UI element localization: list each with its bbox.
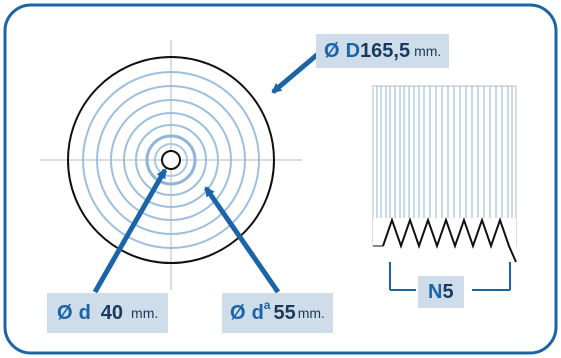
outer-diameter-label: Ø D 165,5 mm.: [316, 34, 450, 68]
hub-diameter-letter: d: [251, 301, 264, 324]
inner-diameter-unit: mm.: [131, 305, 159, 321]
pulley-front-view: [67, 56, 275, 264]
outer-diameter-arrow: [271, 52, 320, 94]
hub-ring: [145, 134, 197, 186]
hub-diameter-label: Ø d a 55 mm.: [222, 293, 333, 333]
frame-border: [3, 3, 558, 355]
grooves-label: N 5: [418, 276, 464, 308]
hub-diameter-unit: mm.: [297, 305, 325, 321]
outer-diameter-unit: mm.: [414, 43, 442, 59]
pulley-side-view: [372, 85, 517, 263]
grooves-count: 5: [442, 280, 454, 303]
hub-diameter-superscript: a: [263, 298, 271, 312]
inner-diameter-arrow: [92, 168, 168, 294]
diameter-symbol: Ø: [230, 301, 246, 324]
inner-diameter-letter: d: [78, 301, 91, 324]
outer-diameter-letter: D: [345, 39, 361, 62]
outer-diameter-value: 165,5: [360, 39, 411, 62]
inner-diameter-label: Ø d 40 mm.: [47, 293, 169, 333]
groove-profile: [382, 216, 517, 263]
hub-diameter-value: 55: [273, 301, 296, 324]
diameter-symbol: Ø: [324, 39, 340, 62]
hub-diameter-arrow: [203, 186, 281, 294]
grooves-bracket: [389, 262, 511, 291]
dimension-arrows: [92, 52, 320, 294]
bore-hole: [161, 150, 181, 170]
outer-rim: [67, 56, 275, 264]
inner-diameter-value: 40: [100, 301, 124, 324]
diameter-symbol: Ø: [57, 301, 73, 324]
grooves-letter: N: [428, 280, 443, 303]
